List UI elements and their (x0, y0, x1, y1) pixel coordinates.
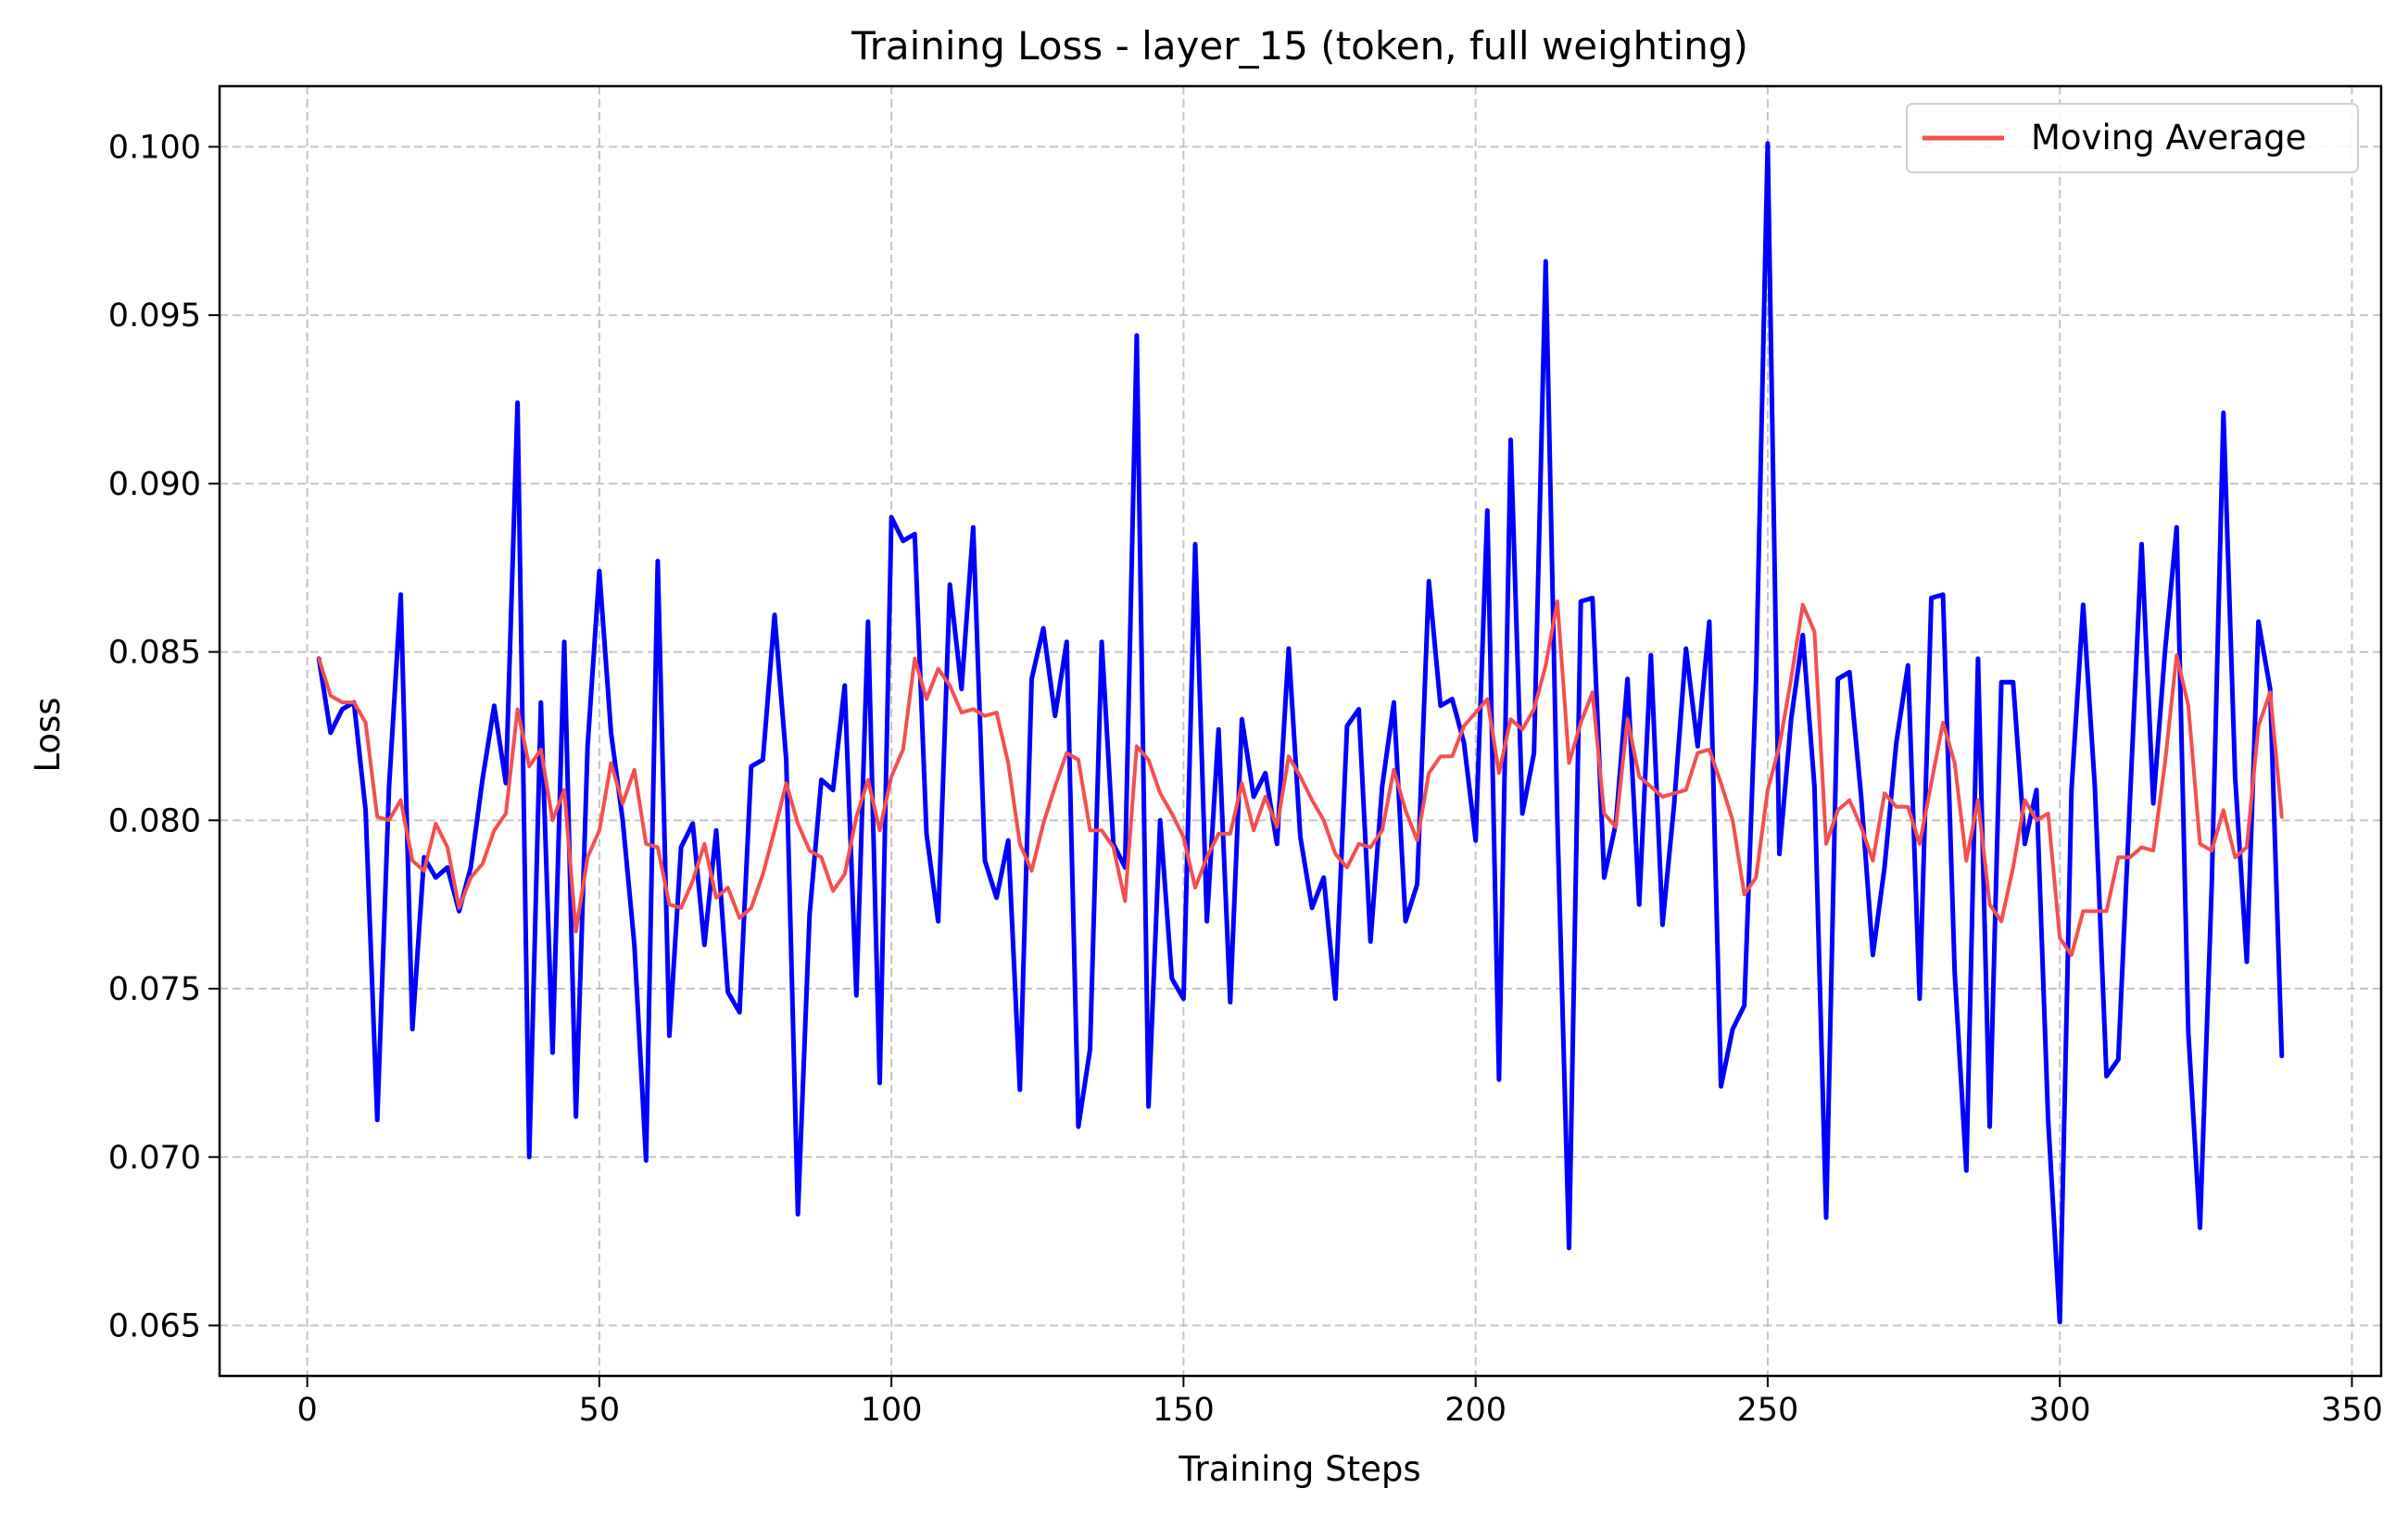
loss-series-line (316, 141, 2285, 1325)
legend: Moving Average (1906, 103, 2359, 173)
x-tick-label: 200 (1444, 1392, 1507, 1429)
y-tick-label: 0.090 (108, 466, 201, 503)
x-tick-label: 250 (1737, 1392, 1799, 1429)
y-tick-label: 0.100 (108, 129, 201, 166)
x-tick-label: 150 (1153, 1392, 1215, 1429)
y-axis-label: Loss (28, 697, 68, 772)
x-axis-label: Training Steps (1178, 1449, 1420, 1489)
x-tick-label: 100 (861, 1392, 923, 1429)
data-series (316, 141, 2285, 1325)
x-tick-label: 350 (2321, 1392, 2383, 1429)
x-tick-label: 300 (2029, 1392, 2091, 1429)
y-tick-label: 0.070 (108, 1140, 201, 1177)
legend-box (1906, 103, 2359, 173)
axis-ticks: 0 50 100 150 200 250 300 350 0.065 0.070 0.075 0.08… (108, 129, 2383, 1429)
y-tick-label: 0.085 (108, 635, 201, 672)
moving-average-line (317, 599, 2284, 957)
plot-frame (218, 84, 2383, 1378)
y-tick-label: 0.080 (108, 802, 201, 839)
grid-lines (220, 86, 2381, 1376)
x-tick-label: 0 (296, 1392, 317, 1429)
chart-title: Training Loss - layer_15 (token, full we… (851, 23, 1748, 69)
y-tick-label: 0.095 (108, 297, 201, 334)
y-tick-label: 0.075 (108, 971, 201, 1008)
legend-label-moving-average: Moving Average (2031, 118, 2306, 158)
y-tick-label: 0.065 (108, 1307, 201, 1344)
x-tick-label: 50 (579, 1392, 621, 1429)
